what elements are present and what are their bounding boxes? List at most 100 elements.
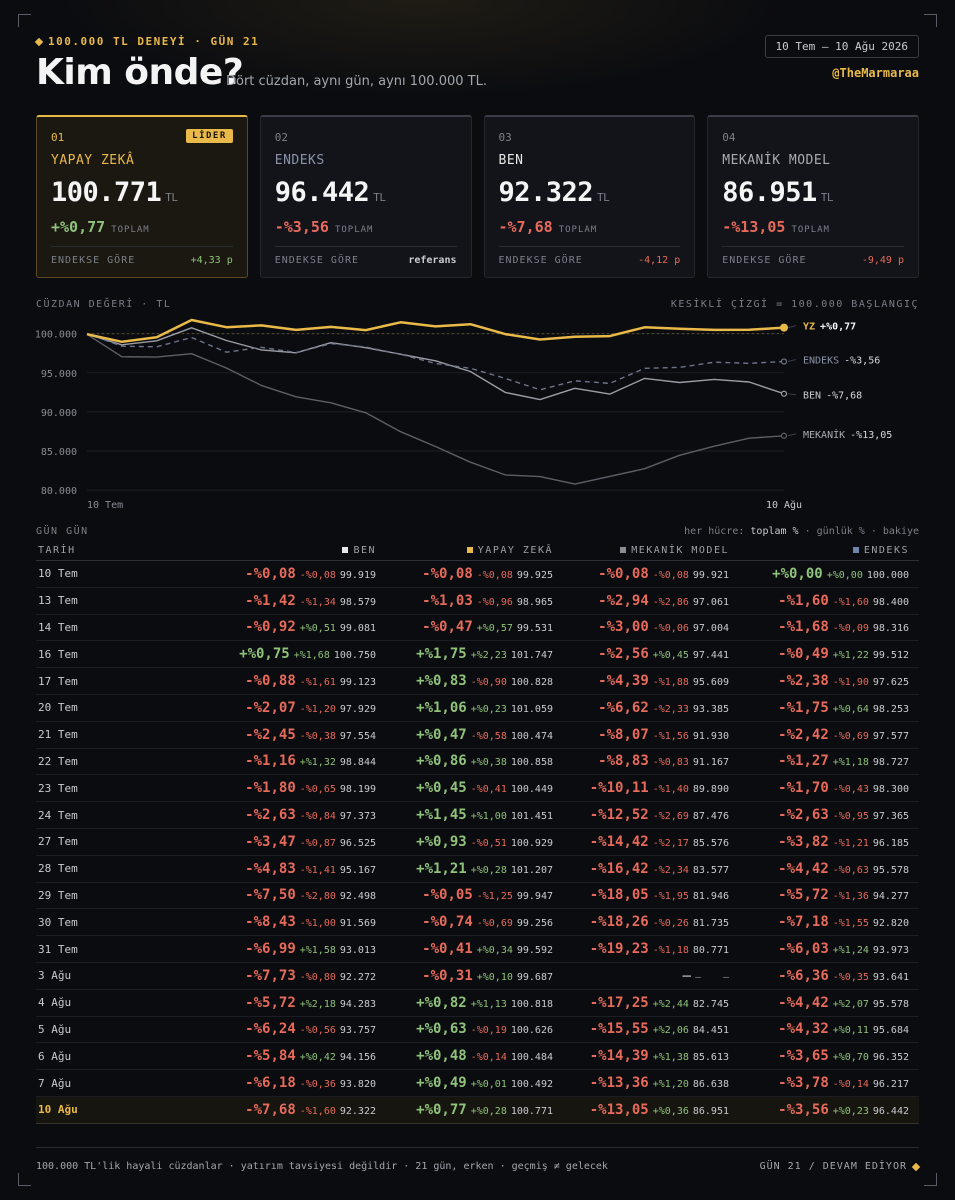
table-cell: -%18,05 -%1,95 81.946 <box>563 882 739 910</box>
cell-total-pct: -%4,83 <box>245 860 296 877</box>
cell-total-pct: -%0,47 <box>422 619 473 636</box>
card-pct-label: TOPLAM <box>334 225 374 235</box>
legend-square-icon <box>852 546 859 553</box>
cell-daily-pct: -%1,18 <box>652 945 689 957</box>
cell-daily-pct: +%0,34 <box>476 945 513 957</box>
card-value: 92.322 TL <box>499 177 610 208</box>
cell-daily-pct: +%2,07 <box>832 998 869 1010</box>
cell-daily-pct: -%0,80 <box>299 971 336 983</box>
table-cell: -%10,11 -%1,40 89.890 <box>563 774 739 803</box>
cell-balance: 100.000 <box>866 569 909 581</box>
cell-balance: 91.569 <box>339 918 376 930</box>
table-row: 30 Tem -%8,43 -%1,00 91.569 -%0,74 -%0,69 99.2… <box>36 908 919 937</box>
row-date: 24 Tem <box>36 801 206 829</box>
cell-daily-pct: -%2,69 <box>652 811 689 823</box>
cell-daily-pct: +%1,13 <box>470 998 507 1010</box>
table-cell: -%3,47 -%0,87 96.525 <box>206 828 386 856</box>
table-row: 21 Tem -%2,45 -%0,38 97.554 +%0,47 -%0,58 100.… <box>36 721 919 749</box>
cell-total-pct: -%1,70 <box>778 780 829 797</box>
cell-total-pct: -%2,42 <box>778 726 829 743</box>
cell-daily-pct: -%2,17 <box>652 837 689 849</box>
cell-balance: 85.613 <box>692 1052 729 1064</box>
cell-total-pct: +%0,75 <box>239 646 290 663</box>
y-tick-label: 95.000 <box>41 369 77 380</box>
cell-balance: 81.946 <box>692 891 729 903</box>
cell-daily-pct: +%1,20 <box>652 1079 689 1091</box>
card-total-pct: -%3,56 TOPLAM <box>275 218 374 236</box>
cell-daily-pct: -%0,19 <box>470 1025 507 1037</box>
column-header-1: BEN <box>206 540 386 561</box>
cell-total-pct: -%18,26 <box>589 914 649 931</box>
table-cell: -%3,65 +%0,70 96.352 <box>739 1042 919 1071</box>
table-title: GÜN GÜN <box>36 526 89 537</box>
author-handle: @TheMarmaraa <box>832 66 919 80</box>
column-header-2: YAPAY ZEKÂ <box>386 540 563 561</box>
card-pct-value: -%7,68 <box>498 218 553 236</box>
cell-daily-pct: +%0,45 <box>652 650 689 662</box>
table-cell: +%1,21 +%0,28 101.207 <box>386 855 563 883</box>
cell-balance: 95.578 <box>872 864 909 876</box>
table-cell: -%0,31 +%0,10 99.687 <box>386 962 563 990</box>
cell-balance: 89.890 <box>692 784 729 796</box>
table-cell: +%0,93 -%0,51 100.929 <box>386 828 563 856</box>
cell-total-pct: -%6,99 <box>245 941 296 958</box>
cell-daily-pct: -%0,08 <box>299 569 336 581</box>
cell-daily-pct: +%0,00 <box>826 569 863 581</box>
column-header-label: YAPAY ZEKÂ <box>477 544 553 556</box>
date-range-badge: 10 Tem – 10 Ağu 2026 <box>764 35 919 58</box>
frame-corner-top-left <box>18 14 31 27</box>
column-header-label: ENDEKS <box>863 544 909 556</box>
series-end-pct: -%7,68 <box>826 391 862 402</box>
table-cell: -%2,56 +%0,45 97.441 <box>563 640 739 669</box>
series-label-leader <box>787 433 797 437</box>
wallet-card-index: 02 ENDEKS 96.442 TL -%3,56 TOPLAM ENDEKSE … <box>259 115 472 278</box>
cell-total-pct: -%1,75 <box>778 699 829 716</box>
table-cell: -%18,26 -%0,26 81.735 <box>563 908 739 937</box>
cell-total-pct: -%2,94 <box>598 592 649 609</box>
cell-daily-pct: +%2,06 <box>652 1025 689 1037</box>
cell-total-pct: +%1,06 <box>416 699 467 716</box>
cell-daily-pct: -%0,83 <box>652 757 689 769</box>
table-cell: -%7,50 -%2,80 92.498 <box>206 882 386 910</box>
cell-balance: 94.156 <box>339 1052 376 1064</box>
cell-daily-pct: +%2,44 <box>652 998 689 1010</box>
cell-balance: 100.484 <box>510 1052 553 1064</box>
chart-title: CÜZDAN DEĞERİ · TL <box>36 299 172 310</box>
row-date: 20 Tem <box>36 694 206 722</box>
card-vs-value: -9,49 p <box>861 255 904 266</box>
series-end-dot <box>780 323 788 332</box>
cell-total-pct: +%1,21 <box>416 860 467 877</box>
cell-daily-pct: -%0,26 <box>652 918 689 930</box>
table-cell: -%12,52 -%2,69 87.476 <box>563 801 739 829</box>
cell-balance: 99.531 <box>516 623 553 635</box>
cell-total-pct: -%14,42 <box>589 833 649 850</box>
cell-daily-pct: +%0,01 <box>470 1079 507 1091</box>
y-tick-label: 90.000 <box>41 408 77 419</box>
cell-daily-pct: -%1,61 <box>299 677 336 689</box>
cell-total-pct: -%4,42 <box>778 860 829 877</box>
cell-total-pct: +%0,45 <box>416 780 467 797</box>
cell-total-pct: -%0,49 <box>778 646 829 663</box>
cell-balance: 96.217 <box>872 1079 909 1091</box>
cell-total-pct: +%0,86 <box>416 753 467 770</box>
table-row: 14 Tem -%0,92 +%0,51 99.081 -%0,47 +%0,57 99.5… <box>36 614 919 642</box>
cell-balance: 98.844 <box>339 757 376 769</box>
frame-corner-top-right <box>924 14 937 27</box>
table-row: 4 Ağu -%5,72 +%2,18 94.283 +%0,82 +%1,13 100.8… <box>36 989 919 1017</box>
cell-daily-pct: -%2,34 <box>652 864 689 876</box>
cell-balance: 99.921 <box>692 569 729 581</box>
cell-daily-pct: -%1,36 <box>832 891 869 903</box>
card-total-pct: +%0,77 TOPLAM <box>51 218 150 236</box>
table-header-row: TARİH BEN YAPAY ZEKÂ MEKANİK MODEL ENDEKS <box>36 540 919 561</box>
cell-daily-pct: -%0,65 <box>299 784 336 796</box>
table-cell: -%1,27 +%1,18 98.727 <box>739 748 919 776</box>
cell-daily-pct: -%1,41 <box>299 864 336 876</box>
cell-balance: 96.352 <box>872 1052 909 1064</box>
cell-balance: 100.626 <box>510 1025 553 1037</box>
cell-total-pct: -%2,56 <box>598 646 649 663</box>
table-cell: +%0,00 +%0,00 100.000 <box>739 560 919 588</box>
cell-daily-pct: +%1,00 <box>470 811 507 823</box>
cell-total-pct: -%0,08 <box>245 565 296 582</box>
cell-balance: 92.820 <box>872 918 909 930</box>
cell-total-pct: -%4,39 <box>598 673 649 690</box>
